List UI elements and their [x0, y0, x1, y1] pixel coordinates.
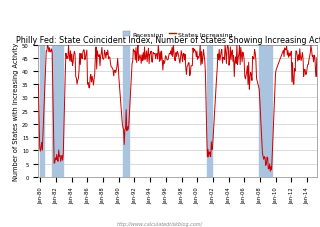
Bar — [259, 45, 272, 177]
Title: Philly Fed: State Coincident Index, Number of States Showing Increasing Activity: Philly Fed: State Coincident Index, Numb… — [16, 36, 320, 45]
Bar — [40, 45, 44, 177]
Bar — [123, 45, 129, 177]
Y-axis label: Number of States with Increasing Activity: Number of States with Increasing Activit… — [13, 42, 19, 180]
Text: http://www.calculatedriskblog.com/: http://www.calculatedriskblog.com/ — [117, 221, 203, 226]
Legend: Recession, States Increasing: Recession, States Increasing — [122, 31, 233, 38]
Bar — [207, 45, 212, 177]
Bar — [52, 45, 63, 177]
